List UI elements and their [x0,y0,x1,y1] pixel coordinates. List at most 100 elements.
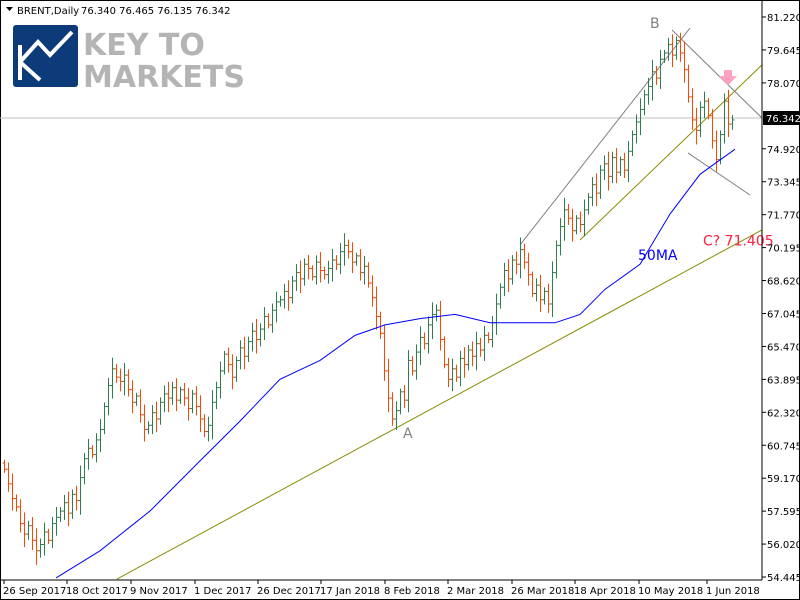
current-price-tag: 76.342 [763,111,800,125]
ohlc-bar [426,316,431,354]
ohlc-bar [554,240,559,279]
ohlc-bar [630,130,635,156]
ohlc-bar [190,389,195,414]
ohlc-bar [594,173,599,207]
ohlc-bar [290,276,295,304]
ohlc-bar [450,358,455,392]
y-tick-label: 56.020 [767,540,800,551]
annotation-label: A [403,426,413,442]
ohlc-bar [394,401,399,430]
ohlc-bar [602,155,607,181]
chart-header[interactable]: BRENT,Daily 76.340 76.465 76.135 76.342 [6,6,231,17]
ohlc-bar [622,152,627,178]
ohlc-bar [610,151,615,184]
annotation-label: 50MA [638,248,678,264]
ohlc-bar [310,265,315,281]
ohlc-bar [514,251,519,275]
ohlc-bar [706,97,711,120]
ohlc-bar [250,322,255,352]
ohlc-bar [438,300,443,351]
ohlc-bar [194,386,199,416]
ohlc-bar [318,251,323,283]
ohlc-bar [538,274,543,312]
ohlc-bar [402,385,407,409]
ohlc-bar [570,208,575,242]
ohlc-bar [642,89,647,116]
ohlc-bar [50,516,55,549]
ohlc-bar [202,414,207,438]
ohlc-bar [474,331,479,371]
y-tick-label: 60.745 [767,441,800,452]
long-support-trendline [116,229,763,580]
x-tick-label: 2 Mar 2018 [447,586,504,597]
ohlc-bar [522,243,527,269]
ma50-line [55,148,736,579]
ohlc-bar [446,357,451,388]
ohlc-bar [86,438,91,470]
ohlc-bar [94,433,99,463]
ohlc-bar [346,239,351,259]
ohlc-bar [338,243,343,275]
down-arrow-icon [719,70,737,86]
ohlc-bar [658,49,663,90]
x-tick-label: 26 Mar 2018 [511,586,574,597]
ohlc-bar [526,252,531,286]
ohlc-bar [362,256,367,285]
ohlc-bar [174,378,179,412]
ohlc-bar [226,347,231,373]
ohlc-bar [82,452,87,485]
ohlc-bar [30,517,35,551]
ohlc-bar [302,258,307,286]
ohlc-bar [694,107,699,145]
ohlc-bar [722,93,727,144]
logo-chart-icon [18,30,74,64]
ohlc-bar [262,307,267,341]
ohlc-bar [342,233,347,266]
ohlc-bar [54,507,59,536]
ohlc-bar [530,271,535,298]
ohlc-bar [590,177,595,207]
ohlc-bar [298,260,303,293]
ohlc-bar [646,77,651,105]
x-tick-label: 26 Sep 2017 [3,586,66,597]
ohlc-bar [158,397,163,425]
ohlc-bar [134,392,139,406]
ohlc-bar [502,262,507,297]
ohlc-bar [634,114,639,144]
y-tick-label: 67.045 [767,309,800,320]
ohlc-bar [582,199,587,237]
ohlc-bar [118,368,123,392]
ohlc-bar [70,489,75,519]
ohlc-bar [150,405,155,435]
ohlc-bar [18,499,23,533]
upper-channel-trendline [579,64,763,241]
y-tick-label: 63.895 [767,375,800,386]
x-tick-label: 17 Jan 2018 [320,586,380,597]
ohlc-bar [486,332,491,344]
ohlc-bar [98,419,103,452]
dropdown-triangle-icon[interactable] [6,7,13,11]
ohlc-bar [374,286,379,330]
ohlc-bar [534,278,539,302]
ohlc-bar [370,275,375,307]
current-price-label: 76.342 [766,114,800,125]
ohlc-bar [246,336,251,363]
ohlc-bar [274,291,279,323]
ohlc-bar [550,261,555,318]
x-tick-label: 10 May 2018 [638,586,703,597]
ohlc-bar [586,193,591,215]
ohlc-bar [470,341,475,367]
ohlc-readout: 76.340 76.465 76.135 76.342 [81,6,231,17]
ohlc-bar [430,302,435,340]
ohlc-bar [210,390,215,440]
annotation-label: C? 71.405 [703,233,774,249]
ohlc-bar [314,255,319,285]
ohlc-bar [10,473,15,511]
ohlc-bar [670,34,675,68]
ohlc-bar [598,165,603,199]
ohlc-bar [170,381,175,405]
ohlc-bar [294,264,299,291]
y-tick-label: 62.320 [767,408,800,419]
ohlc-bar [90,445,95,459]
ohlc-bar [182,383,187,406]
